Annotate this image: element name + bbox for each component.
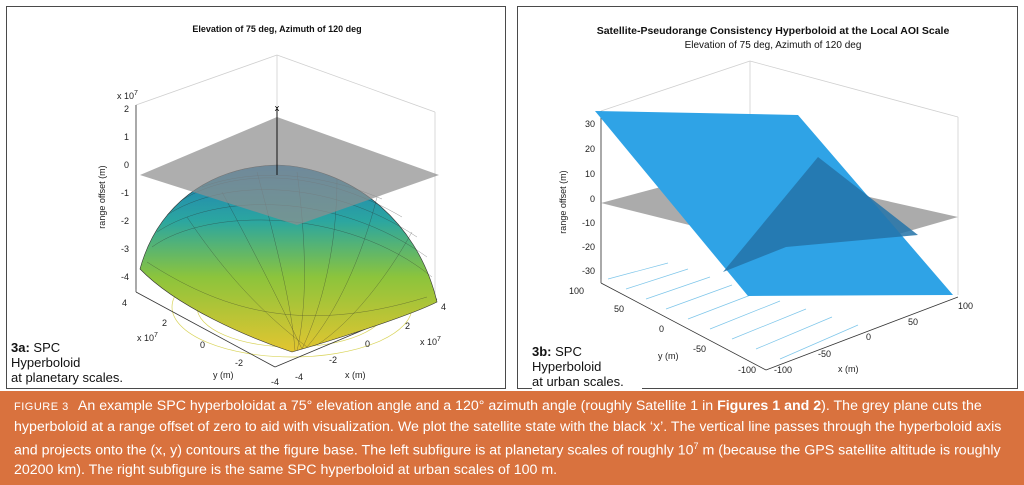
subfigure-3b: Satellite-Pseudorange Consistency Hyperb… (517, 6, 1018, 389)
plane-overlap (723, 157, 918, 272)
figure-label: Figure 3 (14, 401, 69, 413)
caption-text: An example SPC hyperboloidat a 75° eleva… (77, 398, 714, 414)
y-tick-label: 50 (614, 304, 624, 314)
y-tick-label: 2 (162, 318, 167, 328)
caption-text: m (because the GPS satellite altitude is… (14, 442, 1001, 479)
x-tick-label: 4 (441, 302, 446, 312)
zero-plane (140, 117, 439, 225)
y-ticks: 100 50 0 -50 -100 (569, 286, 756, 375)
plot-title: Satellite-Pseudorange Consistency Hyperb… (597, 25, 950, 37)
z-ticks: 2 1 0 -1 -2 -3 -4 (121, 104, 129, 282)
hyperboloid-plane (595, 111, 953, 296)
z-tick-label: -1 (121, 188, 129, 198)
x-tick-label: 0 (365, 339, 370, 349)
y-tick-label: -100 (738, 365, 756, 375)
x-tick-label: -50 (818, 349, 831, 359)
plot-3a: Elevation of 75 deg, Azimuth of 120 deg (97, 24, 446, 387)
base-contours (607, 262, 859, 360)
caption-bold: 3a: (11, 340, 30, 355)
z-tick-label: -4 (121, 272, 129, 282)
z-tick-label: -30 (582, 266, 595, 276)
caption-text: ). The grey plane cuts the hyperboloid a… (14, 398, 1002, 459)
z-tick-label: 20 (585, 144, 595, 154)
x-axis-label: x (m) (345, 370, 366, 380)
z-axis-label: range offset (m) (97, 165, 107, 228)
z-tick-label: 1 (124, 132, 129, 142)
subfigure-caption: 3b: SPC Hyperboloid at urban scales. (532, 344, 642, 389)
x-tick-label: -2 (329, 355, 337, 365)
axes-lines (600, 111, 959, 371)
caption-text: SPC Hyperboloid (532, 344, 602, 374)
z-exponent: x 107 (117, 90, 138, 101)
z-tick-label: -2 (121, 216, 129, 226)
subfigure-caption: 3a: SPC Hyperboloid at planetary scales. (11, 340, 127, 385)
y-axis-label: y (m) (658, 351, 679, 361)
z-tick-label: 30 (585, 119, 595, 129)
x-ticks: -4 -2 0 2 4 (295, 302, 446, 382)
z-tick-label: -3 (121, 244, 129, 254)
subfigure-3a: Elevation of 75 deg, Azimuth of 120 deg (6, 6, 506, 389)
y-tick-label: -4 (271, 377, 279, 387)
y-tick-label: -50 (693, 344, 706, 354)
z-tick-label: 2 (124, 104, 129, 114)
y-tick-label: -2 (235, 358, 243, 368)
x-tick-label: -100 (774, 365, 792, 375)
plot-subtitle: Elevation of 75 deg, Azimuth of 120 deg (685, 40, 862, 51)
satellite-marker: x (275, 103, 280, 113)
z-tick-label: 0 (590, 194, 595, 204)
caption-superscript: 7 (693, 441, 699, 451)
z-tick-label: 10 (585, 169, 595, 179)
z-tick-label: -10 (582, 218, 595, 228)
z-axis-label: range offset (m) (558, 170, 568, 233)
x-tick-label: 2 (405, 321, 410, 331)
caption-bold: 3b: (532, 344, 552, 359)
plot-3b: Satellite-Pseudorange Consistency Hyperb… (558, 25, 973, 375)
x-tick-label: 0 (866, 332, 871, 342)
x-ticks: -100 -50 0 50 100 (774, 301, 973, 375)
z-tick-label: 0 (124, 160, 129, 170)
x-exponent: x 107 (420, 336, 441, 347)
x-tick-label: 100 (958, 301, 973, 311)
x-tick-label: -4 (295, 372, 303, 382)
x-tick-label: 50 (908, 317, 918, 327)
caption-text: at planetary scales. (11, 370, 124, 385)
caption-text: SPC Hyperboloid (11, 340, 81, 370)
z-ticks: 30 20 10 0 -10 -20 -30 (582, 119, 595, 276)
y-tick-label: 4 (122, 298, 127, 308)
y-tick-label: 100 (569, 286, 584, 296)
z-tick-label: -20 (582, 242, 595, 252)
y-tick-label: 0 (200, 340, 205, 350)
y-ticks: 4 2 0 -2 -4 (122, 298, 279, 387)
y-tick-label: 0 (659, 324, 664, 334)
caption-text: at urban scales. (532, 374, 624, 389)
plot-title: Elevation of 75 deg, Azimuth of 120 deg (192, 24, 361, 34)
caption-figure-ref: Figures 1 and 2 (717, 398, 822, 414)
y-axis-label: y (m) (213, 370, 234, 380)
figure-caption: Figure 3 An example SPC hyperboloidat a … (0, 391, 1024, 485)
y-exponent: x 107 (137, 332, 158, 343)
x-axis-label: x (m) (838, 364, 859, 374)
